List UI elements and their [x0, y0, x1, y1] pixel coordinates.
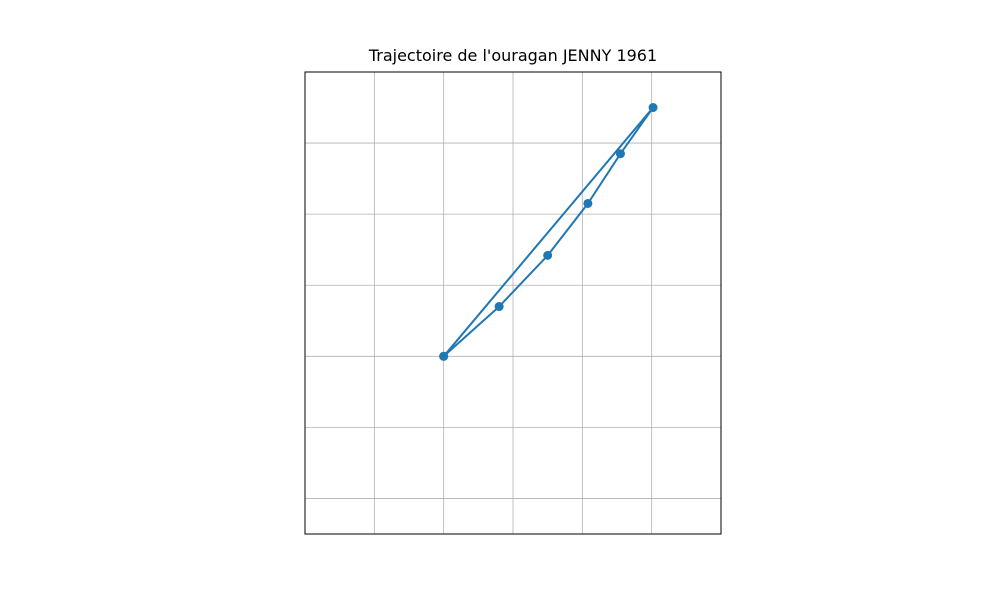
chart-title: Trajectoire de l'ouragan JENNY 1961: [368, 46, 658, 65]
grid-lines: [305, 72, 721, 534]
track-point: [543, 250, 553, 260]
plot-frame: [304, 71, 722, 535]
track-point: [439, 351, 449, 361]
track-point: [583, 198, 593, 208]
track-point: [494, 302, 504, 312]
track-line: [442, 106, 655, 358]
series-layer: [439, 103, 658, 361]
track-point: [615, 149, 625, 159]
track-point: [648, 103, 658, 113]
